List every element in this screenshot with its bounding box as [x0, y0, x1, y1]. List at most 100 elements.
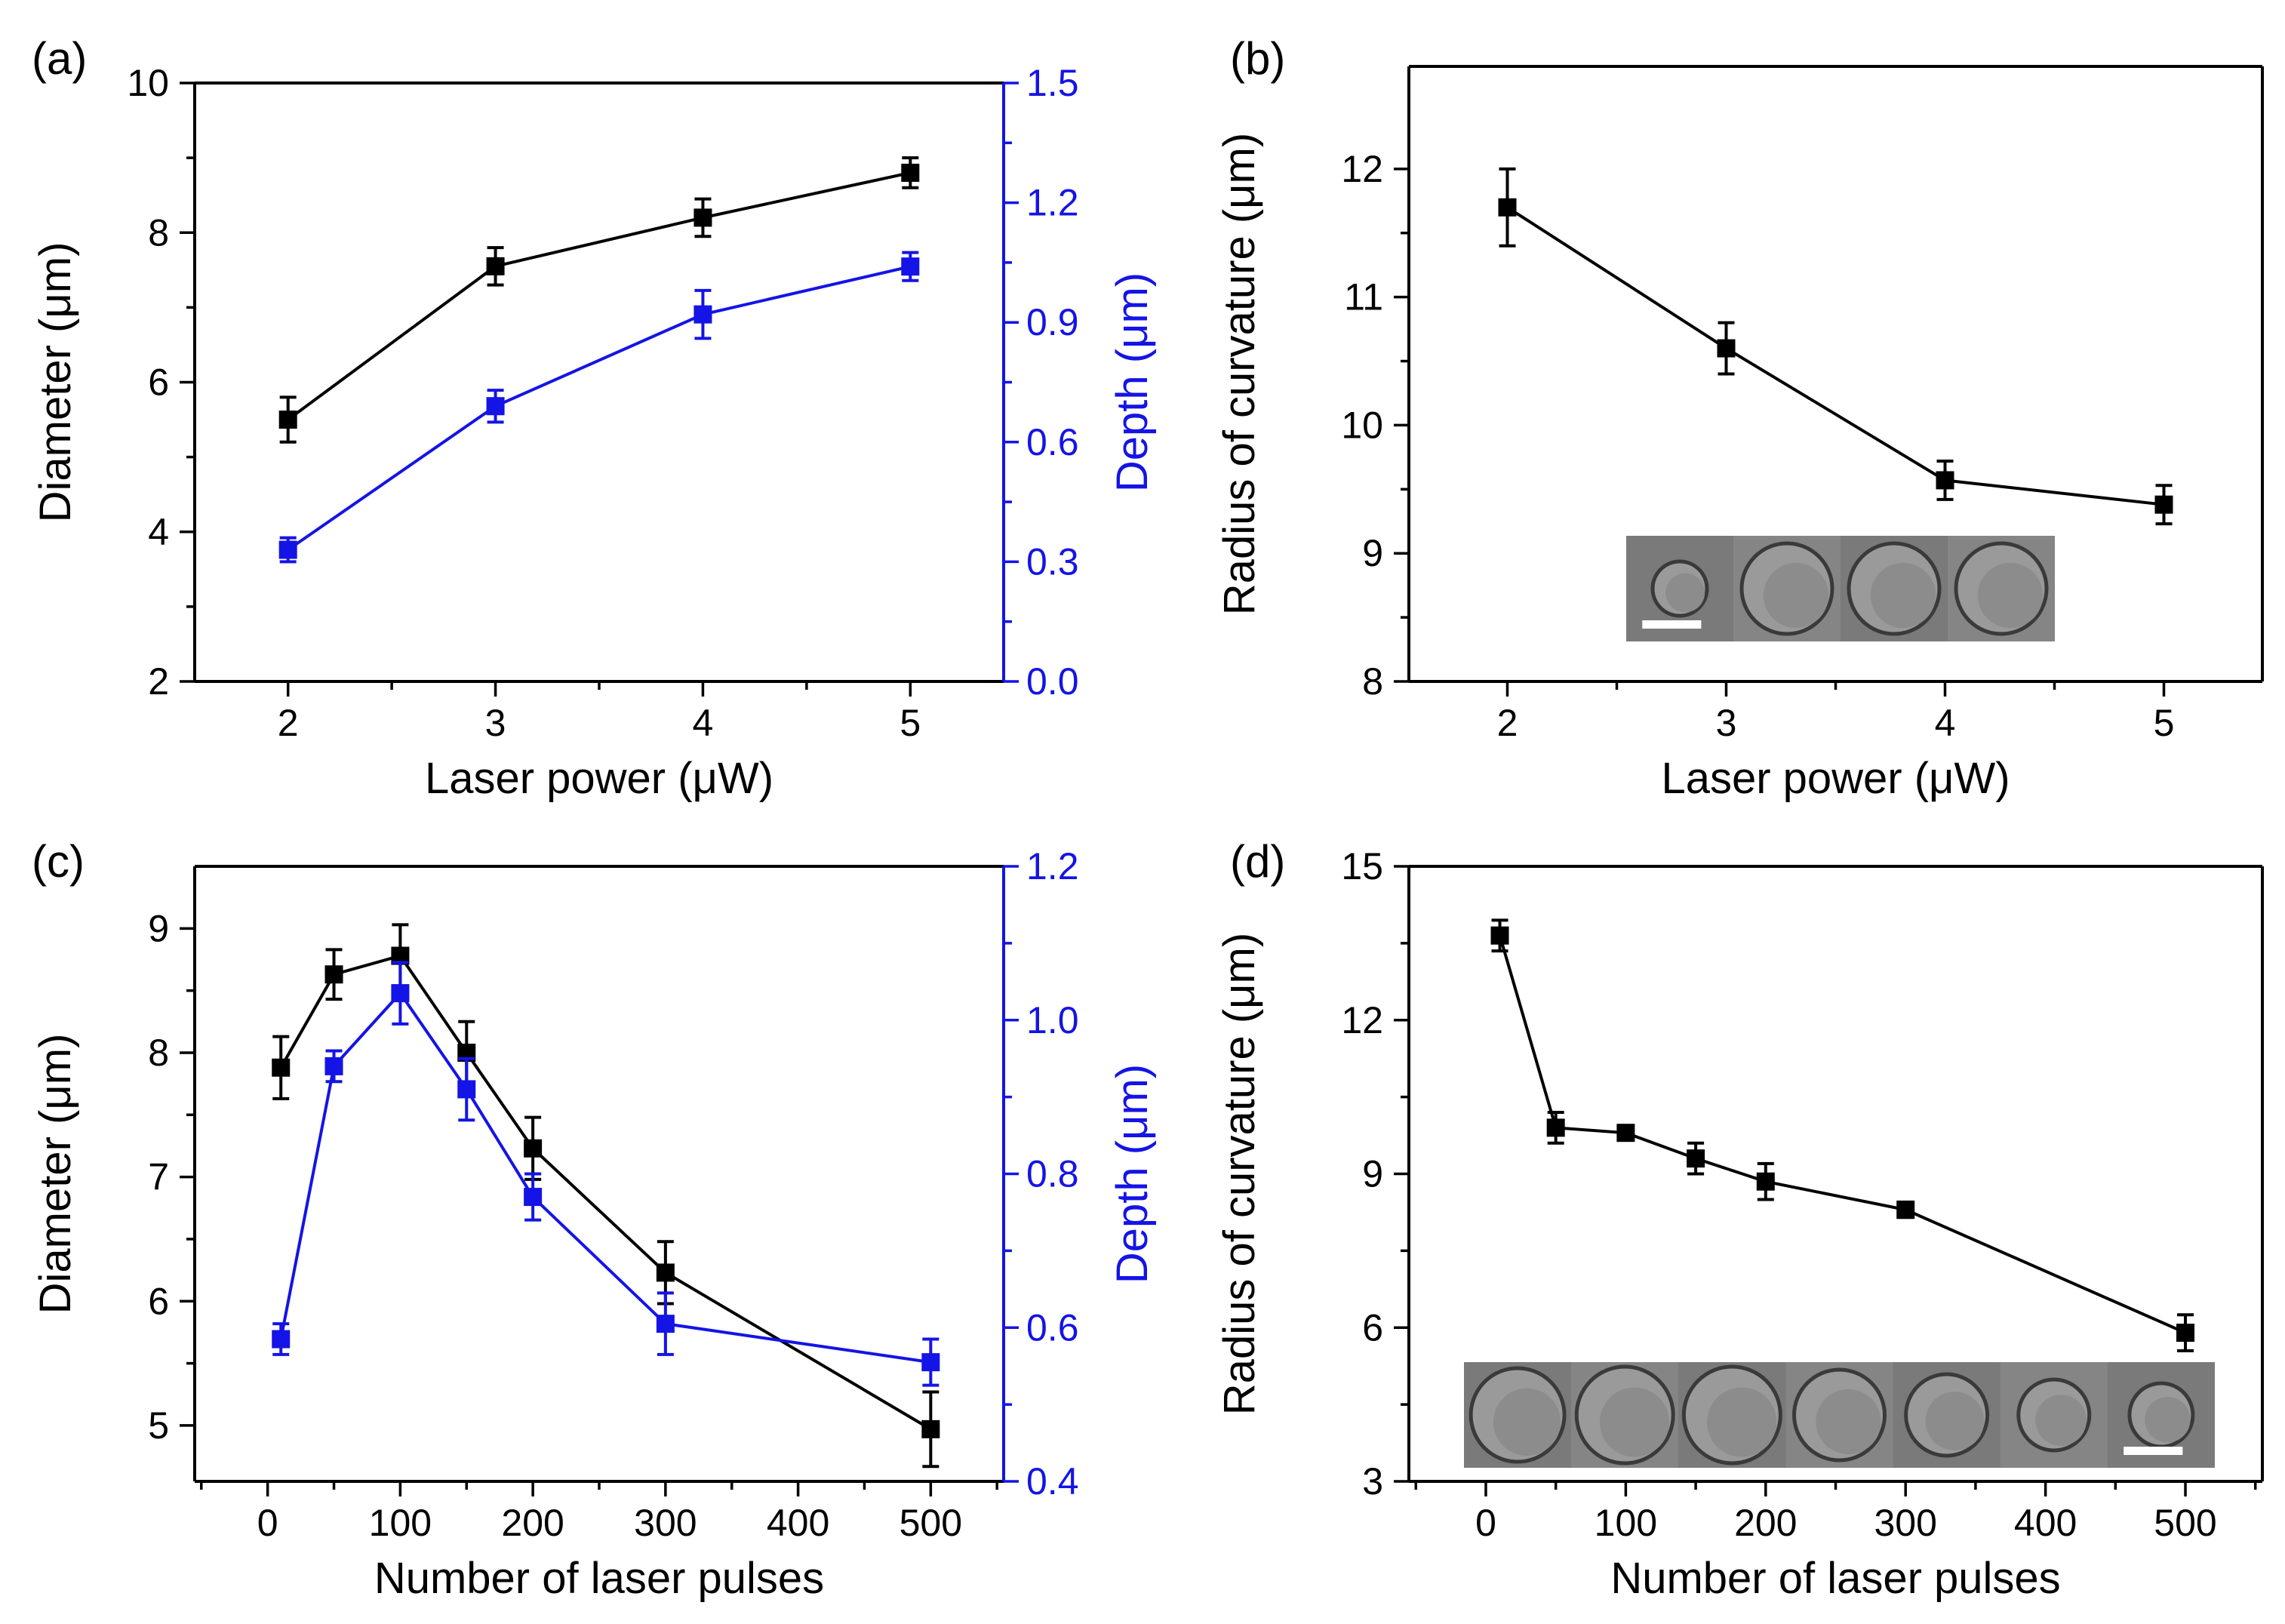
panel-a-x-tick-label: 3: [485, 702, 506, 744]
panel-a-y-tick-label: 6: [148, 361, 169, 404]
panel-b-x-tick-label: 4: [1935, 702, 1956, 744]
panel-b-x-axis-title: Laser power (μW): [1661, 754, 2010, 803]
panel-d-crater-floor: [2145, 1397, 2191, 1443]
panel-d-x-tick-label: 400: [2014, 1502, 2077, 1544]
panel-a-data-point: [901, 163, 920, 182]
panel-b-y-tick-label: 8: [1362, 660, 1383, 703]
panel-d-scale-bar: [2124, 1447, 2183, 1455]
panel-c-data-point: [656, 1263, 675, 1282]
panel-a-y2-tick-label: 0.9: [1026, 301, 1079, 343]
panel-d-x-tick-label: 200: [1734, 1502, 1797, 1544]
panel-d-crater-floor: [2035, 1395, 2087, 1446]
panel-c-data-point: [524, 1188, 543, 1207]
panel-b-x-tick-label: 3: [1716, 702, 1737, 744]
panel-d-data-point: [1616, 1124, 1635, 1143]
panel-d-x-axis-title: Number of laser pulses: [1610, 1554, 2060, 1603]
panel-d-y-tick-label: 6: [1362, 1306, 1383, 1349]
panel-b-crater-floor: [1977, 562, 2044, 629]
panel-b-crater-floor: [1870, 562, 1936, 629]
panel-a-y2-tick-label: 1.5: [1026, 62, 1079, 104]
panel-c-y2-tick-label: 1.0: [1026, 999, 1079, 1041]
panel-d-x-tick-label: 300: [1874, 1502, 1936, 1544]
panel-a-label: (a): [32, 33, 87, 84]
panel-c-data-point: [272, 1330, 291, 1349]
panel-d-series-line: [1498, 935, 2186, 1334]
panel-d-y-tick-label: 12: [1341, 999, 1383, 1041]
panel-d-crater-floor: [1493, 1388, 1561, 1456]
panel-c-y-tick-label: 8: [148, 1032, 169, 1074]
panel-d-y-tick-label: 9: [1362, 1153, 1383, 1195]
panel-a-x-tick-label: 5: [900, 702, 921, 744]
panel-b-y-axis-title: Radius of curvature (μm): [1215, 133, 1264, 615]
panel-b-y-tick-label: 12: [1341, 148, 1383, 190]
panel-c-x-tick-label: 0: [257, 1502, 278, 1544]
panel-c-series-line: [279, 954, 932, 1431]
panel-a-y2-axis-title: Depth (μm): [1108, 272, 1157, 492]
panel-a-y-tick-label: 4: [148, 511, 169, 553]
panel-d-sem-inset: [1464, 1362, 2215, 1468]
panel-d-x-tick-label: 100: [1595, 1502, 1657, 1544]
panel-d-y-tick-label: 15: [1341, 845, 1383, 887]
panel-a-data-point: [486, 257, 505, 275]
panel-c-y2-tick-label: 0.4: [1026, 1460, 1079, 1503]
panel-b-series-radius-of-curvature: [1498, 167, 2173, 526]
panel-b-data-point: [1498, 198, 1517, 217]
panel-b-crater-floor: [1763, 562, 1829, 629]
panel-a-series-diameter: [278, 156, 920, 444]
panel-c-data-point: [324, 965, 343, 984]
panel-a-y-axis-title: Diameter (μm): [31, 242, 80, 523]
panel-a-y-tick-label: 2: [148, 660, 169, 703]
panel-d-crater-floor: [1816, 1389, 1881, 1455]
panel-b-scale-bar: [1642, 620, 1702, 629]
panel-d-crater-floor: [1925, 1392, 1985, 1450]
panel-b-x-tick-label: 2: [1497, 702, 1518, 744]
panel-c-data-point: [921, 1353, 940, 1372]
panel-d-data-point: [1490, 926, 1509, 945]
panel-c-x-tick-label: 200: [501, 1502, 564, 1544]
panel-a-y2-tick-label: 0.3: [1026, 540, 1079, 583]
panel-a-series-line: [287, 265, 911, 552]
panel-d-data-point: [1756, 1172, 1775, 1191]
panel-d: (d) 0 100 200 300 400 500 3 6 9 12 15 Number of lase…: [1215, 836, 2264, 1603]
panel-d-data-point: [1687, 1149, 1705, 1168]
panel-b: (b) 2 3 4 5 8 9 10 11 12 Laser power (μW) Radius of…: [1215, 33, 2264, 803]
panel-c-label: (c): [32, 836, 85, 887]
panel-c-data-point: [457, 1080, 476, 1099]
panel-d-x-tick-label: 0: [1475, 1502, 1496, 1544]
panel-d-label: (d): [1230, 836, 1285, 887]
panel-b-sem-inset: [1626, 536, 2055, 641]
panel-b-y-tick-label: 11: [1344, 276, 1383, 318]
panel-a-data-point: [901, 257, 920, 276]
panel-b-data-point: [1936, 471, 1954, 490]
panel-a-x-tick-label: 2: [278, 702, 299, 744]
panel-a-series-line: [287, 171, 911, 421]
panel-c-y2-tick-label: 0.8: [1026, 1153, 1079, 1195]
panel-c-y-tick-label: 7: [148, 1156, 169, 1198]
panel-c-y-axis-title: Diameter (μm): [31, 1034, 80, 1315]
panel-d-data-point: [1546, 1118, 1565, 1137]
panel-a-y2-tick-label: 1.2: [1026, 182, 1079, 224]
panel-c-series-depth: [272, 961, 940, 1387]
panel-c-y-tick-label: 6: [148, 1280, 169, 1322]
panel-a-y-tick-label: 10: [127, 62, 169, 104]
panel-b-crater-floor: [1665, 573, 1705, 613]
panel-b-label: (b): [1230, 33, 1285, 84]
panel-b-series-line: [1506, 206, 2164, 506]
panel-d-crater-floor: [1599, 1387, 1670, 1457]
panel-a-data-point: [486, 397, 505, 416]
panel-c-data-point: [391, 984, 410, 1003]
panel-b-y-tick-label: 9: [1362, 532, 1383, 574]
panel-c: (c) 0 100 200 300 400 500 5 6 7 8 9 0.4 0.6 0.8 1.0 1.2 N…: [31, 836, 1157, 1603]
panel-d-data-point: [1896, 1201, 1915, 1220]
panel-d-y-axis-title: Radius of curvature (μm): [1215, 933, 1264, 1415]
panel-c-data-point: [921, 1419, 940, 1438]
panel-c-data-point: [524, 1139, 543, 1158]
panel-a: (a) 2 3 4 5 2 4 6 8 10 0.0 0.3 0.6 0.9 1.2 1.5 Laser pow…: [31, 33, 1157, 803]
panel-c-data-point: [272, 1058, 291, 1077]
panel-c-data-point: [324, 1057, 343, 1075]
panel-c-x-tick-label: 100: [369, 1502, 432, 1544]
panel-c-y-tick-label: 9: [148, 907, 169, 949]
panel-c-y2-tick-label: 0.6: [1026, 1306, 1079, 1349]
panel-d-data-point: [2176, 1324, 2195, 1343]
